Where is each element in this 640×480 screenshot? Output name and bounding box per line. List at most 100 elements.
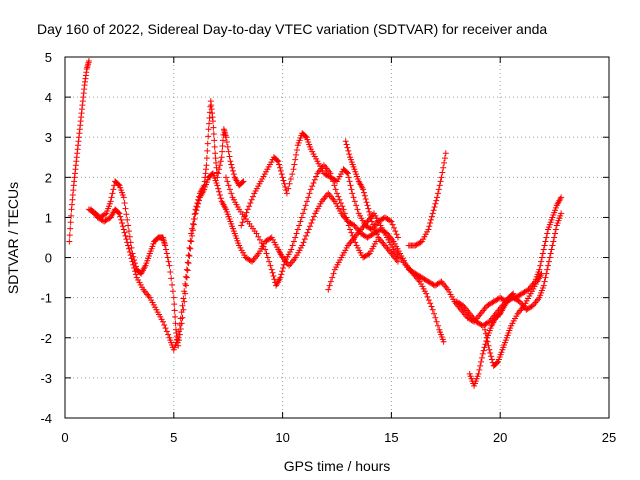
data-point: [429, 306, 436, 313]
data-point: [121, 229, 128, 236]
data-point: [305, 194, 312, 201]
data-point: [350, 194, 357, 201]
data-point: [108, 194, 115, 201]
data-point: [214, 182, 221, 189]
data-point: [165, 331, 172, 338]
data-point: [268, 266, 275, 273]
data-point: [120, 226, 127, 233]
data-point: [293, 230, 300, 237]
data-point: [439, 169, 446, 176]
data-point: [67, 219, 74, 226]
data-point: [293, 151, 300, 158]
data-point: [216, 188, 223, 195]
data-point: [552, 230, 559, 237]
data-point: [239, 219, 246, 226]
data-point: [132, 271, 139, 278]
data-point: [479, 350, 486, 357]
data-point: [217, 158, 224, 165]
data-point: [126, 233, 133, 240]
data-point: [433, 197, 440, 204]
data-point: [299, 242, 306, 249]
data-point: [296, 222, 303, 229]
chart-title: Day 160 of 2022, Sidereal Day-to-day VTE…: [37, 21, 547, 37]
data-point: [301, 236, 308, 243]
data-point: [286, 180, 293, 187]
data-point: [127, 252, 134, 259]
data-point: [170, 294, 177, 301]
axis-ticks: [64, 56, 610, 419]
data-point: [290, 238, 297, 245]
data-point: [218, 154, 225, 161]
data-point: [301, 206, 308, 213]
data-point: [211, 143, 218, 150]
data-point: [176, 321, 183, 328]
data-point: [68, 212, 75, 219]
data-point: [238, 222, 245, 229]
data-point: [119, 220, 126, 227]
data-point: [203, 162, 210, 169]
data-point: [477, 362, 484, 369]
data-point: [297, 218, 304, 225]
data-point: [425, 226, 432, 233]
data-point: [300, 239, 307, 246]
data-point: [487, 350, 494, 357]
data-point: [216, 162, 223, 169]
data-point: [431, 310, 438, 317]
data-point: [360, 186, 367, 193]
data-point: [280, 264, 287, 271]
data-point: [219, 148, 226, 155]
data-point: [125, 245, 132, 252]
data-point: [542, 238, 549, 245]
data-point: [309, 216, 316, 223]
data-point: [128, 244, 135, 251]
data-point: [305, 226, 312, 233]
data-point: [122, 232, 129, 239]
data-point: [102, 211, 109, 218]
data-point: [431, 204, 438, 211]
data-point: [223, 134, 230, 141]
data-point: [475, 370, 482, 377]
data-point: [195, 196, 202, 203]
data-point: [184, 259, 191, 266]
data-point: [364, 202, 371, 209]
data-point: [194, 200, 201, 207]
data-point: [339, 203, 346, 210]
data-point: [427, 300, 434, 307]
data-point: [387, 217, 394, 224]
data-point: [343, 141, 350, 148]
data-point: [434, 322, 441, 329]
data-point: [229, 164, 236, 171]
data-point: [224, 178, 231, 185]
data-point: [131, 264, 138, 271]
data-point: [125, 228, 132, 235]
data-point: [228, 161, 235, 168]
data-point: [115, 209, 122, 216]
data-point: [214, 174, 221, 181]
data-point: [246, 203, 253, 210]
data-point: [476, 366, 483, 373]
data-point: [425, 297, 432, 304]
data-point: [206, 120, 213, 127]
data-point: [394, 234, 401, 241]
data-point: [488, 353, 495, 360]
data-point: [120, 194, 127, 201]
data-point: [307, 223, 314, 230]
data-point: [240, 178, 247, 185]
data-point: [340, 206, 347, 213]
data-point: [365, 251, 372, 258]
data-point: [545, 262, 552, 269]
data-point: [242, 212, 249, 219]
data-point: [442, 150, 449, 157]
data-point: [240, 216, 247, 223]
data-point: [361, 192, 368, 199]
data-point: [437, 178, 444, 185]
data-point: [204, 140, 211, 147]
y-tick-label: 1: [45, 210, 52, 225]
data-point: [162, 242, 169, 249]
data-point: [210, 124, 217, 131]
data-point: [428, 213, 435, 220]
data-point: [283, 190, 290, 197]
data-point: [129, 258, 136, 265]
data-point: [263, 250, 270, 257]
data-point: [281, 180, 288, 187]
